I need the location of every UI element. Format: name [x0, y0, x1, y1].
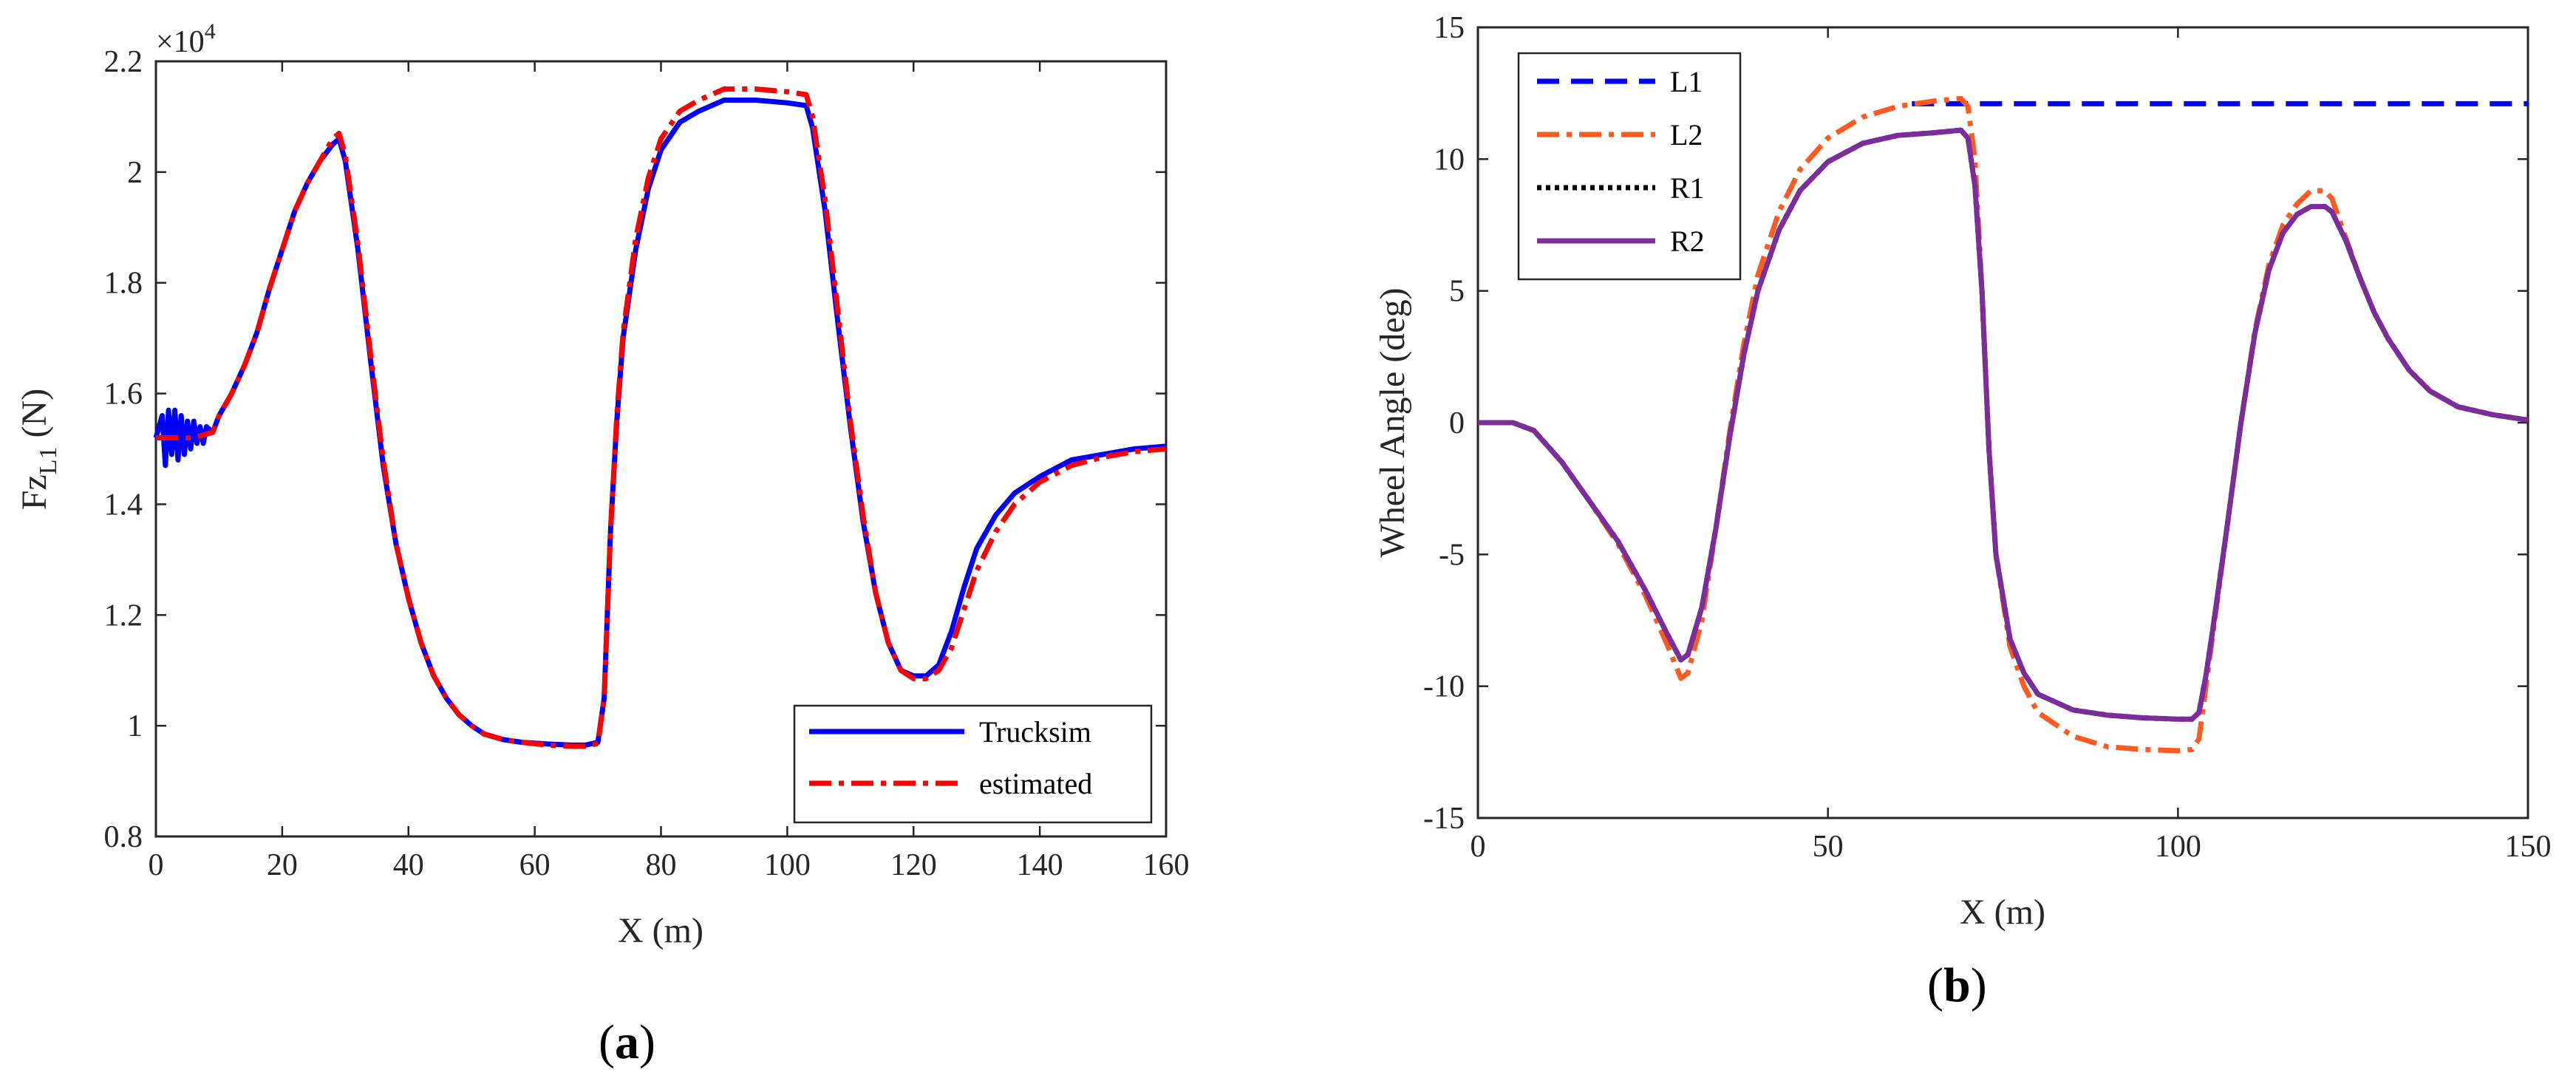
x-axis-label-b: X (m): [1960, 893, 2045, 932]
exponent-label: ×104: [156, 19, 216, 59]
panel-label-b-open: (: [1927, 958, 1943, 1012]
panel-label-a-close: ): [639, 1015, 655, 1069]
y-tick-label-b-1: -10: [1423, 670, 1465, 704]
y-tick-label-a-3: 1.4: [104, 488, 143, 522]
legend-b: L1 L2 R1 R2: [1517, 52, 1742, 281]
legend-a-label-estimated: estimated: [979, 767, 1092, 800]
legend-a-box: [793, 704, 1153, 824]
chart-panel-b: 0 50 100 150 -15 -10 -5 0 5 10 15 Wheel Angle (deg…: [1373, 11, 2552, 1012]
x-tick-label-a-7: 140: [1017, 848, 1063, 882]
y-axis-label-a-unit: (N): [15, 389, 54, 447]
x-tick-label-b-3: 150: [2505, 830, 2552, 864]
x-tick-label-a-6: 120: [890, 848, 937, 882]
exponent-base: ×10: [156, 25, 205, 59]
legend-a-label-trucksim: Trucksim: [979, 715, 1091, 749]
legend-b-box: [1517, 52, 1742, 281]
chart-panel-a: 0 20 40 60 80 100 120 140 160 0.8 1 1.2 1.4 1.6 1.8 2 2.…: [15, 19, 1190, 1069]
legend-b-label-r1: R1: [1670, 171, 1705, 205]
x-tick-label-a-0: 0: [149, 848, 164, 882]
series-line-b-r2: [1478, 127, 2529, 722]
series-line-a-estimated: [156, 86, 1167, 749]
b-lines: [1478, 95, 2529, 754]
x-tick-label-a-5: 100: [764, 848, 811, 882]
y-tick-label-a-1: 1: [127, 709, 143, 743]
y-axis-label-a-sub: L1: [35, 446, 62, 474]
y-tick-label-a-2: 1.2: [104, 599, 143, 633]
x-tick-label-a-2: 40: [393, 848, 424, 882]
y-axis-label-a: FzL1 (N): [15, 389, 62, 510]
y-tick-label-a-4: 1.6: [104, 378, 143, 412]
x-tick-label-b-2: 100: [2155, 830, 2201, 864]
panel-label-b: (b): [1927, 958, 1987, 1012]
a-lines: [153, 86, 1167, 749]
y-axis-label-a-base: Fz: [15, 474, 54, 510]
panel-label-b-letter: b: [1943, 958, 1971, 1012]
x-tick-label-b-0: 0: [1471, 830, 1486, 864]
y-tick-label-a-6: 2: [127, 156, 143, 190]
y-tick-label-a-0: 0.8: [104, 820, 143, 854]
legend-b-label-l1: L1: [1670, 65, 1703, 98]
y-tick-label-a-7: 2.2: [104, 45, 143, 79]
y-axis-label-b: Wheel Angle (deg): [1373, 287, 1412, 557]
y-tick-label-b-3: 0: [1449, 406, 1465, 440]
y-tick-label-a-5: 1.8: [104, 267, 143, 301]
legend-a: Trucksim estimated: [793, 704, 1153, 824]
x-tick-label-a-4: 80: [646, 848, 677, 882]
panel-label-a: (a): [599, 1015, 655, 1069]
panel-label-b-close: ): [1971, 958, 1987, 1012]
y-tick-label-b-6: 15: [1434, 11, 1465, 45]
y-tick-label-b-2: -5: [1439, 538, 1465, 572]
b-ticks: 0 50 100 150 -15 -10 -5 0 5 10 15: [1423, 11, 2552, 864]
x-tick-label-a-3: 60: [519, 848, 551, 882]
x-tick-label-a-8: 160: [1143, 848, 1190, 882]
x-tick-label-b-1: 50: [1813, 830, 1844, 864]
legend-b-label-r2: R2: [1670, 225, 1705, 258]
y-tick-label-b-4: 5: [1449, 275, 1465, 309]
panel-label-a-open: (: [599, 1015, 615, 1069]
y-tick-label-b-0: -15: [1423, 802, 1465, 836]
exponent-power: 4: [205, 19, 216, 44]
series-line-b-l2: [1478, 95, 2529, 754]
legend-b-label-l2: L2: [1670, 118, 1703, 151]
a-ticks: 0 20 40 60 80 100 120 140 160 0.8 1 1.2 1.4 1.6 1.8 2 2.…: [104, 45, 1190, 882]
x-tick-label-a-1: 20: [267, 848, 298, 882]
y-tick-label-b-5: 10: [1434, 143, 1465, 177]
panel-label-a-letter: a: [615, 1015, 639, 1069]
x-axis-label-a: X (m): [618, 911, 703, 950]
